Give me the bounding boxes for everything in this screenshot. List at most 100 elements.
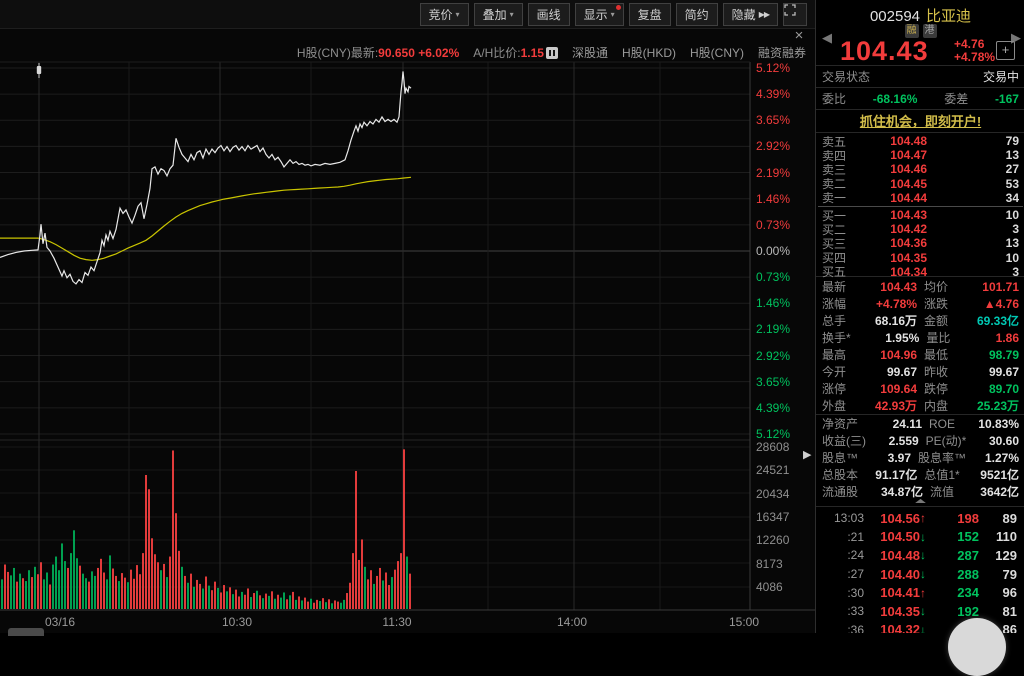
chevron-down-icon: ▾ xyxy=(455,9,460,19)
trade-price: 104.35 xyxy=(880,603,920,619)
stat-label: 股息™ xyxy=(822,451,859,465)
toolbar-button-画线[interactable]: 画线 xyxy=(527,2,570,26)
pause-icon[interactable] xyxy=(545,47,558,59)
ob-volume: 10 xyxy=(1005,208,1019,223)
pct-axis-label: 4.39% xyxy=(756,87,791,102)
pct-axis-label: 3.65% xyxy=(756,113,791,128)
stat-label: ROE xyxy=(929,416,956,431)
market-tab[interactable]: 深股通 xyxy=(571,46,608,60)
stat-label: 涨幅 xyxy=(822,297,847,311)
stat-row: 总手 68.16万 金额 69.33亿 xyxy=(816,312,1024,329)
pct-axis-label: 1.46% xyxy=(756,191,791,206)
panel-collapse-arrow-icon[interactable]: ▶ xyxy=(803,449,812,461)
order-book-row[interactable]: 买四 104.35 10 xyxy=(816,251,1024,266)
tick-trades-list[interactable]: 13:03 104.56 ↑ 198 89:21 104.50 ↓ 152 110:24 104.… xyxy=(816,509,1024,633)
stat-label: 净资产 xyxy=(822,417,859,431)
ob-price: 104.46 xyxy=(890,162,927,177)
next-stock-icon[interactable]: ▶ xyxy=(1011,30,1021,45)
ob-price: 104.44 xyxy=(890,190,927,205)
quote-header: ◀ ▶ 002594 比亚迪 融港 104.43 +4.76 +4.78% + xyxy=(816,0,1024,66)
order-book-row[interactable]: 卖四 104.47 13 xyxy=(816,148,1024,163)
chevron-down-icon: ▾ xyxy=(509,9,514,19)
stat-row: 流通股 34.87亿 流值 3642亿 xyxy=(816,483,1024,500)
stat-row: 涨停 109.64 跌停 89.70 xyxy=(816,380,1024,397)
toolbar-button-label: 简约 xyxy=(684,7,709,22)
bottom-tab-handle[interactable] xyxy=(8,628,44,636)
stat-row: 外盘 42.93万 内盘 25.23万 xyxy=(816,397,1024,414)
order-book-row[interactable]: 买一 104.43 10 xyxy=(816,208,1024,223)
market-tab[interactable]: 融资融券 xyxy=(757,46,806,60)
trade-time: :30 xyxy=(847,585,864,600)
stats-collapse-icon[interactable]: ▲ xyxy=(911,498,930,505)
close-icon[interactable]: × xyxy=(794,27,804,44)
ah-ratio: A/H比价:1.15 xyxy=(473,44,558,61)
stat-label: 跌停 xyxy=(924,382,949,396)
trade-row: :24 104.48 ↓ 287 129 xyxy=(816,546,1024,565)
time-axis-label: 15:00 xyxy=(728,615,760,629)
trade-count: 79 xyxy=(1002,566,1017,582)
toolbar-button-label: 复盘 xyxy=(637,7,662,22)
trade-price: 104.40 xyxy=(880,566,920,582)
market-tab[interactable]: H股(HKD) xyxy=(621,46,676,60)
timeshare-plot[interactable] xyxy=(0,0,815,633)
stat-value: 89.70 xyxy=(988,381,1019,396)
toolbar-button-简约[interactable]: 简约 xyxy=(675,2,718,26)
stat-label: 总手 xyxy=(822,314,847,328)
trade-count: 86 xyxy=(1002,622,1017,633)
stat-row: 股息™ 3.97 股息率™ 1.27% xyxy=(816,449,1024,466)
open-account-link[interactable]: 抓住机会，即刻开户! xyxy=(859,114,982,129)
fullscreen-button[interactable] xyxy=(783,2,807,26)
stat-label: 涨停 xyxy=(822,382,847,396)
quote-panel: ▶ ◀ ▶ 002594 比亚迪 融港 104.43 +4.76 +4.78% + … xyxy=(803,0,1024,633)
add-to-watchlist-button[interactable]: + xyxy=(996,41,1015,60)
pct-axis-label: 5.12% xyxy=(756,61,791,75)
stat-label: 内盘 xyxy=(924,399,949,413)
stat-value: 1.95% xyxy=(885,330,920,345)
ob-volume: 3 xyxy=(1012,222,1019,237)
order-book-row[interactable]: 卖二 104.45 53 xyxy=(816,177,1024,192)
stat-label: 金额 xyxy=(924,314,949,328)
stat-label: 流值 xyxy=(930,485,955,499)
stat-row: 涨幅 +4.78% 涨跌 ▲4.76 xyxy=(816,295,1024,312)
toolbar-button-显示[interactable]: 显示 ▾ xyxy=(574,2,624,26)
trade-row: :30 104.41 ↑ 234 96 xyxy=(816,583,1024,602)
trading-status-row: 交易状态 交易中 xyxy=(816,66,1024,88)
stat-value: 30.60 xyxy=(988,433,1020,448)
stat-value: 104.43 xyxy=(880,279,917,294)
trade-volume: 192 xyxy=(957,603,979,619)
trade-row: :27 104.40 ↓ 288 79 xyxy=(816,565,1024,584)
stat-value: 3.97 xyxy=(887,450,911,465)
floating-widget-circle[interactable] xyxy=(948,618,1006,676)
stat-value: 98.79 xyxy=(988,347,1019,362)
market-tab[interactable]: H股(CNY) xyxy=(689,46,744,60)
volume-axis-label: 20434 xyxy=(756,486,790,501)
stats-grid: 最新 104.43 均价 101.71 涨幅 +4.78% 涨跌 ▲4.76 总手 68.16万金… xyxy=(816,278,1024,507)
prev-stock-icon[interactable]: ◀ xyxy=(822,30,832,45)
promo-row: 抓住机会，即刻开户! xyxy=(816,110,1024,133)
arrow-down-icon: ↓ xyxy=(920,529,926,544)
trade-time: 13:03 xyxy=(833,511,864,526)
trade-row: :33 104.35 ↓ 192 81 xyxy=(816,602,1024,621)
trade-row: :21 104.50 ↓ 152 110 xyxy=(816,528,1024,547)
toolbar-button-隐藏[interactable]: 隐藏 ▶▶ xyxy=(722,2,778,26)
order-book-row[interactable]: 卖三 104.46 27 xyxy=(816,162,1024,177)
stat-value: 24.11 xyxy=(892,416,922,431)
order-book-row[interactable]: 卖五 104.48 79 xyxy=(816,134,1024,149)
stat-value: +4.78% xyxy=(875,296,917,311)
order-book-row[interactable]: 买三 104.36 13 xyxy=(816,236,1024,251)
toolbar-button-叠加[interactable]: 叠加 ▾ xyxy=(473,2,523,26)
time-axis-label: 10:30 xyxy=(221,615,253,629)
toolbar-button-竞价[interactable]: 竞价 ▾ xyxy=(419,2,469,26)
fullscreen-icon xyxy=(784,3,796,16)
order-book-row[interactable]: 买五 104.34 3 xyxy=(816,265,1024,280)
price-line xyxy=(0,71,412,285)
trade-volume: 198 xyxy=(957,510,979,526)
order-book-row[interactable]: 买二 104.42 3 xyxy=(816,222,1024,237)
toolbar-button-复盘[interactable]: 复盘 xyxy=(628,2,671,26)
stat-row: 最新 104.43 均价 101.71 xyxy=(816,278,1024,295)
stat-label: 最新 xyxy=(822,280,847,294)
order-book-row[interactable]: 卖一 104.44 34 xyxy=(816,190,1024,206)
last-price: 104.43 xyxy=(840,36,929,66)
pct-axis-label: 2.19% xyxy=(756,322,791,337)
